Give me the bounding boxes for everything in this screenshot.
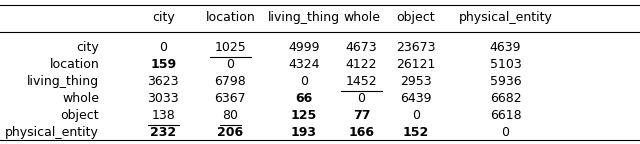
Text: 66: 66: [296, 92, 312, 105]
Text: 4122: 4122: [346, 58, 378, 71]
Text: 0: 0: [502, 126, 509, 139]
Text: 4639: 4639: [490, 41, 522, 54]
Text: city: city: [76, 41, 99, 54]
Text: 0: 0: [358, 92, 365, 105]
Text: 1025: 1025: [214, 41, 246, 54]
Text: 4324: 4324: [288, 58, 320, 71]
Text: physical_entity: physical_entity: [459, 11, 552, 24]
Text: 23673: 23673: [396, 41, 436, 54]
Text: physical_entity: physical_entity: [5, 126, 99, 139]
Text: 0: 0: [412, 109, 420, 122]
Text: 80: 80: [223, 109, 238, 122]
Text: 3033: 3033: [147, 92, 179, 105]
Text: 6798: 6798: [214, 75, 246, 88]
Text: whole: whole: [62, 92, 99, 105]
Text: 0: 0: [159, 41, 167, 54]
Text: 5103: 5103: [490, 58, 522, 71]
Text: living_thing: living_thing: [268, 11, 340, 24]
Text: 5936: 5936: [490, 75, 522, 88]
Text: 166: 166: [349, 126, 374, 139]
Text: 6618: 6618: [490, 109, 522, 122]
Text: 0: 0: [300, 75, 308, 88]
Text: 193: 193: [291, 126, 317, 139]
Text: 232: 232: [150, 126, 176, 139]
Text: 6439: 6439: [400, 92, 432, 105]
Text: 125: 125: [291, 109, 317, 122]
Text: whole: whole: [343, 11, 380, 24]
Text: location: location: [49, 58, 99, 71]
Text: object: object: [397, 11, 435, 24]
Text: 159: 159: [150, 58, 176, 71]
Text: 6682: 6682: [490, 92, 522, 105]
Text: 2953: 2953: [400, 75, 432, 88]
Text: 152: 152: [403, 126, 429, 139]
Text: 26121: 26121: [396, 58, 436, 71]
Text: location: location: [205, 11, 255, 24]
Text: 3623: 3623: [147, 75, 179, 88]
Text: 0: 0: [227, 58, 234, 71]
Text: 77: 77: [353, 109, 371, 122]
Text: 4673: 4673: [346, 41, 378, 54]
Text: 4999: 4999: [288, 41, 320, 54]
Text: 206: 206: [218, 126, 243, 139]
Text: living_thing: living_thing: [27, 75, 99, 88]
Text: 138: 138: [151, 109, 175, 122]
Text: city: city: [152, 11, 175, 24]
Text: object: object: [61, 109, 99, 122]
Text: 1452: 1452: [346, 75, 378, 88]
Text: 6367: 6367: [214, 92, 246, 105]
